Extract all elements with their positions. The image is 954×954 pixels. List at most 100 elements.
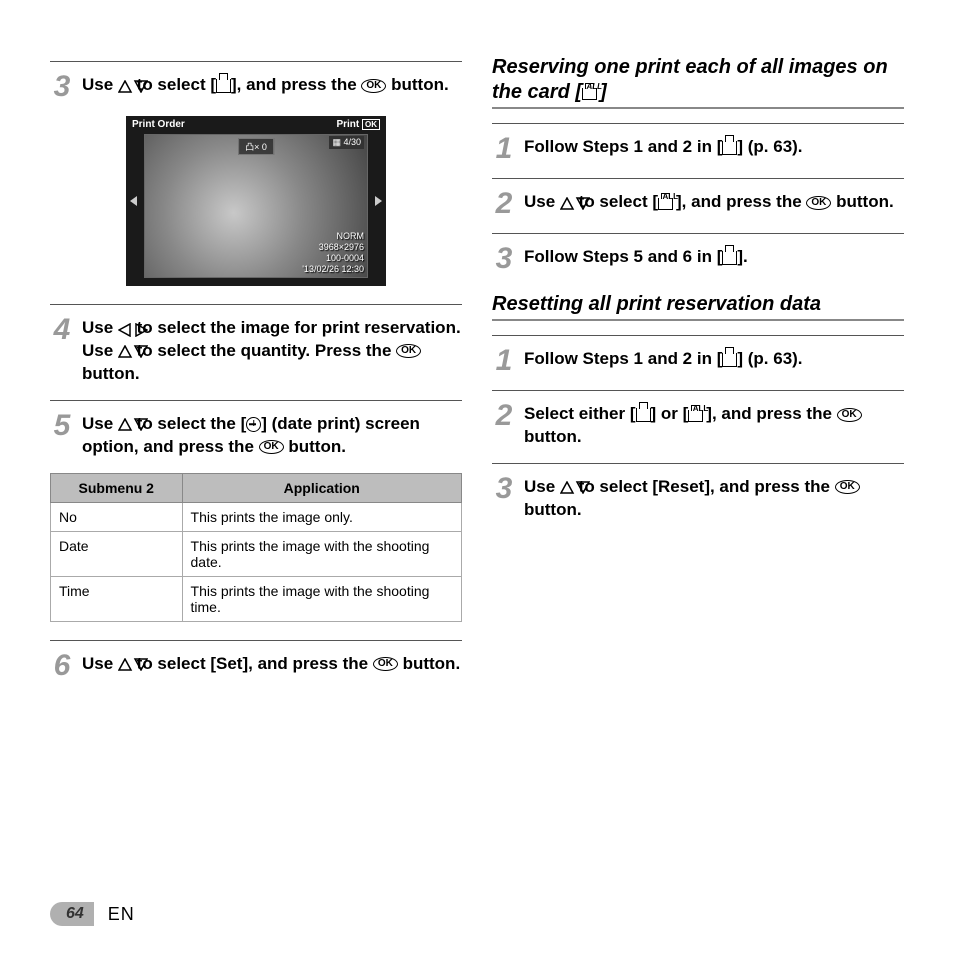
text: to select [ bbox=[579, 192, 658, 211]
camera-screenshot: Print Order Print OK ▦ 4/30 凸× 0 NORM 39… bbox=[126, 116, 386, 286]
divider bbox=[492, 178, 904, 179]
text: Follow Steps 1 and 2 in [ bbox=[524, 349, 722, 368]
step-number: 4 bbox=[50, 315, 74, 386]
text: ] (p. 63). bbox=[737, 137, 802, 156]
print-all-icon: ALL bbox=[688, 407, 706, 422]
step-number: 6 bbox=[50, 651, 74, 681]
divider bbox=[50, 400, 462, 401]
table-cell: This prints the image with the shooting … bbox=[182, 531, 461, 576]
step-number: 2 bbox=[492, 401, 516, 449]
text: ], and press the bbox=[706, 404, 836, 423]
page-number: 64 bbox=[50, 902, 94, 926]
print-icon bbox=[216, 79, 231, 93]
section-heading-reserve-all: Reserving one print each of all images o… bbox=[492, 55, 904, 109]
text: button. bbox=[836, 192, 894, 211]
language-label: EN bbox=[108, 904, 135, 925]
heading-text: Reserving one print each of all images o… bbox=[492, 56, 888, 103]
step-text: Follow Steps 1 and 2 in [ ] (p. 63). bbox=[524, 346, 803, 376]
sec2-step-2: 2 Select either [] or [ALL], and press t… bbox=[492, 401, 904, 449]
table-header: Submenu 2 bbox=[51, 473, 183, 502]
step-4: 4 Use to select the image for print rese… bbox=[50, 315, 462, 386]
text: Use bbox=[524, 477, 560, 496]
text: ] or [ bbox=[651, 404, 689, 423]
page-footer: 64 EN bbox=[50, 902, 135, 926]
divider bbox=[492, 123, 904, 124]
step-text: Select either [] or [ALL], and press the… bbox=[524, 401, 904, 449]
text: to select the [ bbox=[137, 414, 247, 433]
step-number: 5 bbox=[50, 411, 74, 459]
text: ]. bbox=[737, 247, 747, 266]
step-text: Use to select [Set], and press the OK bu… bbox=[82, 651, 460, 681]
divider bbox=[50, 304, 462, 305]
text: button. bbox=[403, 654, 461, 673]
left-arrow-icon bbox=[130, 196, 137, 206]
text: Use bbox=[524, 192, 560, 211]
step-text: Follow Steps 5 and 6 in []. bbox=[524, 244, 748, 274]
ok-icon: OK bbox=[373, 657, 398, 671]
text: to select [Set], and press the bbox=[137, 654, 373, 673]
step-text: Follow Steps 1 and 2 in [ ] (p. 63). bbox=[524, 134, 803, 164]
table-cell: This prints the image only. bbox=[182, 502, 461, 531]
text: ], and press the bbox=[231, 75, 361, 94]
right-column: Reserving one print each of all images o… bbox=[492, 55, 904, 695]
up-down-icon bbox=[118, 80, 132, 92]
print-all-icon: ALL bbox=[658, 195, 676, 210]
left-right-icon bbox=[118, 323, 132, 335]
screenshot-title: Print Order bbox=[132, 119, 185, 130]
table-cell: Date bbox=[51, 531, 183, 576]
step-number: 1 bbox=[492, 134, 516, 164]
text: Use bbox=[82, 654, 118, 673]
step-number: 3 bbox=[492, 244, 516, 274]
divider bbox=[492, 233, 904, 234]
ok-icon: OK bbox=[806, 196, 831, 210]
text: to select [Reset], and press the bbox=[579, 477, 835, 496]
table-row: No This prints the image only. bbox=[51, 502, 462, 531]
page-columns: 3 Use to select [], and press the OK but… bbox=[50, 55, 904, 695]
text: button. bbox=[524, 500, 582, 519]
up-down-icon bbox=[118, 658, 132, 670]
step-text: Use to select [ALL], and press the OK bu… bbox=[524, 189, 894, 219]
print-icon bbox=[722, 141, 737, 155]
text: Follow Steps 1 and 2 in [ bbox=[524, 137, 722, 156]
norm-label: NORM bbox=[337, 231, 365, 242]
step-3: 3 Use to select [], and press the OK but… bbox=[50, 72, 462, 102]
print-counter: 凸× 0 bbox=[238, 138, 274, 155]
step-text: Use to select the [] (date print) screen… bbox=[82, 411, 462, 459]
table-row: Date This prints the image with the shoo… bbox=[51, 531, 462, 576]
divider bbox=[492, 463, 904, 464]
date-print-icon bbox=[246, 417, 261, 432]
step-number: 3 bbox=[492, 474, 516, 522]
step-text: Use to select the image for print reserv… bbox=[82, 315, 462, 386]
table-cell: Time bbox=[51, 576, 183, 621]
step-number: 2 bbox=[492, 189, 516, 219]
step-6: 6 Use to select [Set], and press the OK … bbox=[50, 651, 462, 681]
table-cell: This prints the image with the shooting … bbox=[182, 576, 461, 621]
divider bbox=[492, 390, 904, 391]
date-label: '13/02/26 12:30 bbox=[302, 264, 364, 275]
divider bbox=[50, 640, 462, 641]
step-text: Use to select [Reset], and press the OK … bbox=[524, 474, 904, 522]
step-number: 1 bbox=[492, 346, 516, 376]
right-arrow-icon bbox=[375, 196, 382, 206]
table-cell: No bbox=[51, 502, 183, 531]
ok-icon: OK bbox=[835, 480, 860, 494]
section-heading-reset: Resetting all print reservation data bbox=[492, 292, 904, 321]
text: Follow Steps 5 and 6 in [ bbox=[524, 247, 722, 266]
text: ], and press the bbox=[676, 192, 806, 211]
sec1-step-2: 2 Use to select [ALL], and press the OK … bbox=[492, 189, 904, 219]
step-text: Use to select [], and press the OK butto… bbox=[82, 72, 449, 102]
resolution-label: 3968×2976 bbox=[319, 242, 364, 253]
screenshot-topbar: Print Order Print OK bbox=[126, 116, 386, 133]
sec1-step-1: 1 Follow Steps 1 and 2 in [ ] (p. 63). bbox=[492, 134, 904, 164]
sec2-step-3: 3 Use to select [Reset], and press the O… bbox=[492, 474, 904, 522]
text: button. bbox=[524, 427, 582, 446]
text: button. bbox=[288, 437, 346, 456]
table-header: Application bbox=[182, 473, 461, 502]
text: ] (p. 63). bbox=[737, 349, 802, 368]
screenshot-print-label: Print OK bbox=[336, 119, 380, 130]
sec2-step-1: 1 Follow Steps 1 and 2 in [ ] (p. 63). bbox=[492, 346, 904, 376]
sec1-step-3: 3 Follow Steps 5 and 6 in []. bbox=[492, 244, 904, 274]
step-number: 3 bbox=[50, 72, 74, 102]
print-all-icon: ALL bbox=[582, 85, 600, 100]
up-down-icon bbox=[118, 345, 132, 357]
